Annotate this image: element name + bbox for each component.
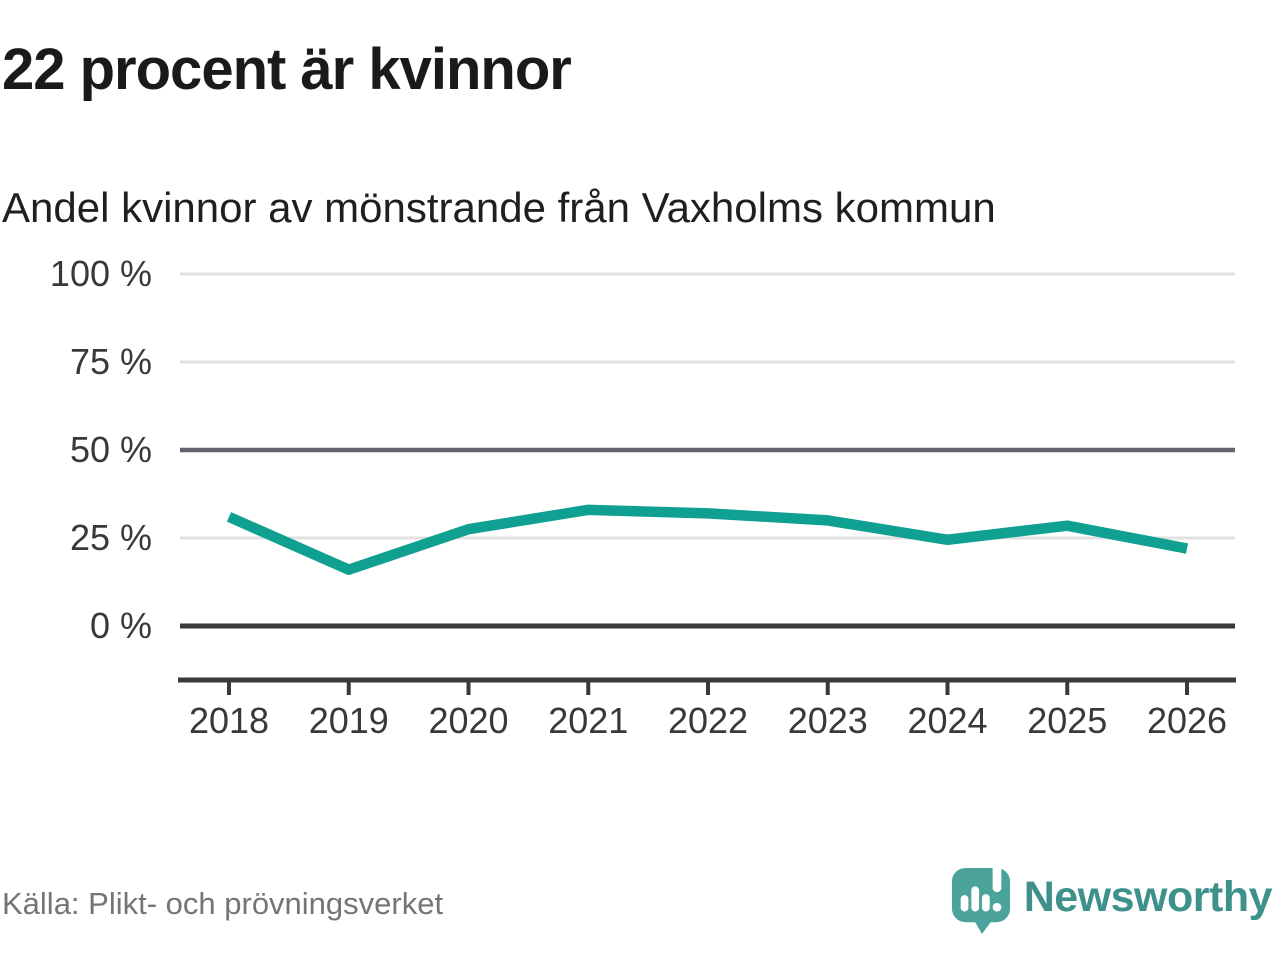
y-tick-label: 25 % [69,517,152,558]
x-tick-label: 2026 [1146,700,1228,741]
exclamation-dot [992,902,1002,912]
x-tick-label: 2025 [1027,700,1108,741]
x-tick-label: 2022 [667,700,749,741]
x-tick-label: 2019 [308,700,389,741]
chart-subtitle: Andel kvinnor av mönstrande från Vaxholm… [2,184,996,231]
x-tick-label: 2018 [188,700,270,741]
newsworthy-wordmark: Newsworthy [1023,873,1273,921]
x-tick-label: 2024 [907,700,988,741]
x-tick-label: 2020 [428,700,509,741]
exclamation-bar [992,862,1002,893]
y-tick-label: 0 % [89,605,152,646]
bar-1 [960,895,969,912]
source-note: Källa: Plikt- och prövningsverket [2,886,444,921]
x-tick-label: 2021 [548,700,629,741]
y-tick-label: 75 % [69,341,152,382]
newsworthy-brand: Newsworthy [950,860,1273,934]
newsworthy-logo-icon [951,862,1010,934]
y-tick-label: 50 % [69,429,152,470]
trend-line-andel-kvinnor-av-mönstrande [226,504,1188,575]
chart-title: 22 procent är kvinnor [2,37,572,102]
bar-3 [981,894,990,912]
y-tick-label: 100 % [49,253,152,294]
bar-2 [971,886,979,912]
x-tick-label: 2023 [787,700,868,741]
